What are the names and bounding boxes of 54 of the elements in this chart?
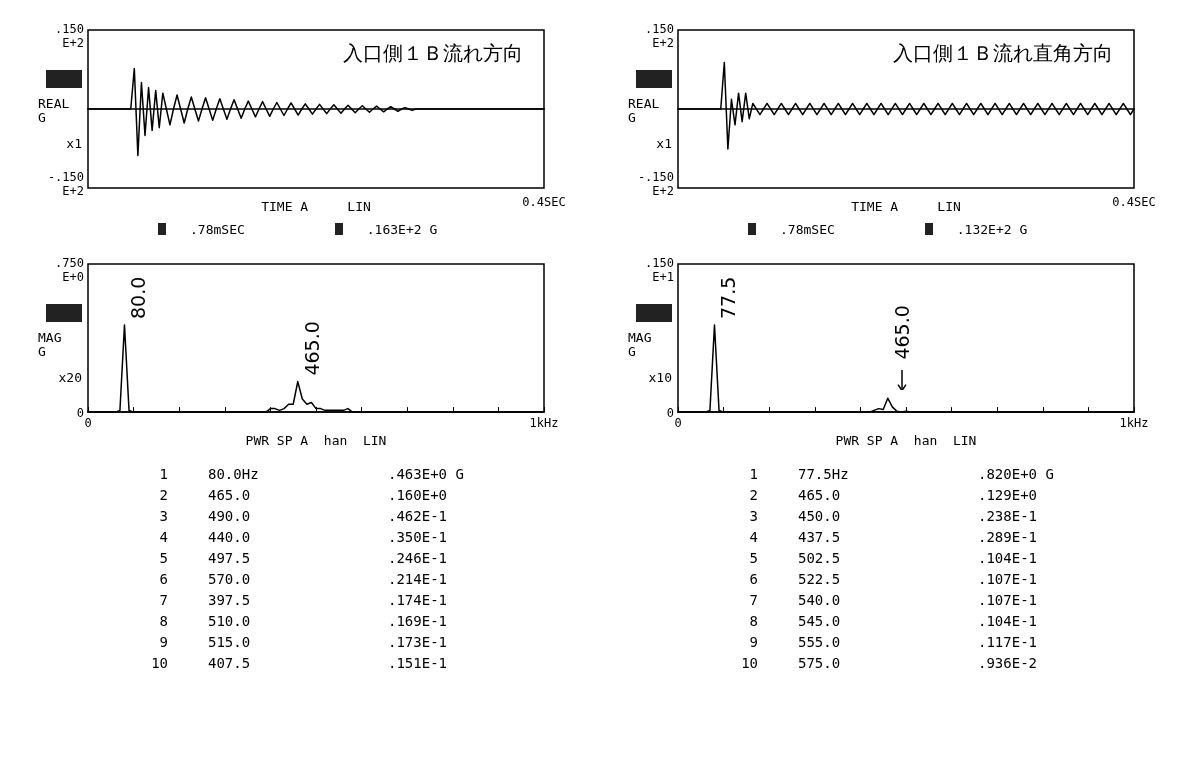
text: 7 397.5 .174E-1 — [159, 592, 448, 608]
text: 77.5 — [717, 276, 740, 319]
text: .78mSEC .132E+2 G — [780, 221, 1028, 237]
text: -.150 E+2 — [47, 170, 84, 198]
text: 6 570.0 .214E-1 — [159, 571, 448, 587]
text: 4 437.5 .289E-1 — [749, 529, 1038, 545]
text: 10 407.5 .151E-1 — [151, 655, 448, 671]
text: x20 — [58, 369, 82, 385]
text: 0 — [666, 406, 674, 420]
annotation: 465.0 — [890, 305, 913, 360]
text: 2 465.0 .160E+0 — [159, 487, 448, 503]
text: 0.4SEC — [1112, 195, 1156, 209]
text: x10 — [648, 369, 672, 385]
chart-title: 入口側１Ｂ流れ方向 — [343, 41, 523, 65]
text: 5 497.5 .246E-1 — [159, 550, 448, 566]
annotation: 465.0 — [300, 321, 323, 376]
y-axis-title: REAL G — [38, 96, 71, 126]
text: -.150 E+2 — [637, 170, 674, 198]
text: 10 575.0 .936E-2 — [741, 655, 1038, 671]
text: 7 540.0 .107E-1 — [749, 592, 1038, 608]
text: 0.4SEC — [522, 195, 566, 209]
text: .78mSEC .163E+2 G — [190, 221, 438, 237]
text: 1 80.0Hz .463E+0 G — [159, 466, 464, 482]
x-tick-label: 1kHz — [529, 416, 559, 431]
x-axis-title: TIME A LIN — [851, 199, 961, 214]
text: 6 522.5 .107E-1 — [749, 571, 1038, 587]
text: 3 450.0 .238E-1 — [749, 508, 1038, 524]
y-axis-title: MAG G — [38, 330, 63, 360]
text: 80.0 — [127, 276, 150, 319]
x-tick-label: 0 — [674, 416, 682, 431]
text: x1 — [656, 135, 672, 151]
text: .150 E+2 — [645, 22, 674, 50]
x-tick-label: 1kHz — [1119, 416, 1149, 431]
text: 8 510.0 .169E-1 — [159, 613, 448, 629]
text: 0 — [76, 406, 84, 420]
x-axis-title: PWR SP A han LIN — [835, 433, 977, 448]
text: 8 545.0 .104E-1 — [749, 613, 1038, 629]
text: .750 E+0 — [55, 256, 84, 284]
text: 4 440.0 .350E-1 — [159, 529, 448, 545]
text: 3 490.0 .462E-1 — [159, 508, 448, 524]
text: .150 E+1 — [645, 256, 674, 284]
x-tick-label: 0 — [84, 416, 92, 431]
text: .150 E+2 — [55, 22, 84, 50]
text: 9 515.0 .173E-1 — [159, 634, 448, 650]
text: 9 555.0 .117E-1 — [749, 634, 1038, 650]
text: 5 502.5 .104E-1 — [749, 550, 1038, 566]
y-axis-title: MAG G — [628, 330, 653, 360]
text: x1 — [66, 135, 82, 151]
y-axis-title: REAL G — [628, 96, 661, 126]
chart-title: 入口側１Ｂ流れ直角方向 — [893, 41, 1113, 65]
text: 1 77.5Hz .820E+0 G — [749, 466, 1054, 482]
x-axis-title: PWR SP A han LIN — [245, 433, 387, 448]
x-axis-title: TIME A LIN — [261, 199, 371, 214]
text: 2 465.0 .129E+0 — [749, 487, 1038, 503]
